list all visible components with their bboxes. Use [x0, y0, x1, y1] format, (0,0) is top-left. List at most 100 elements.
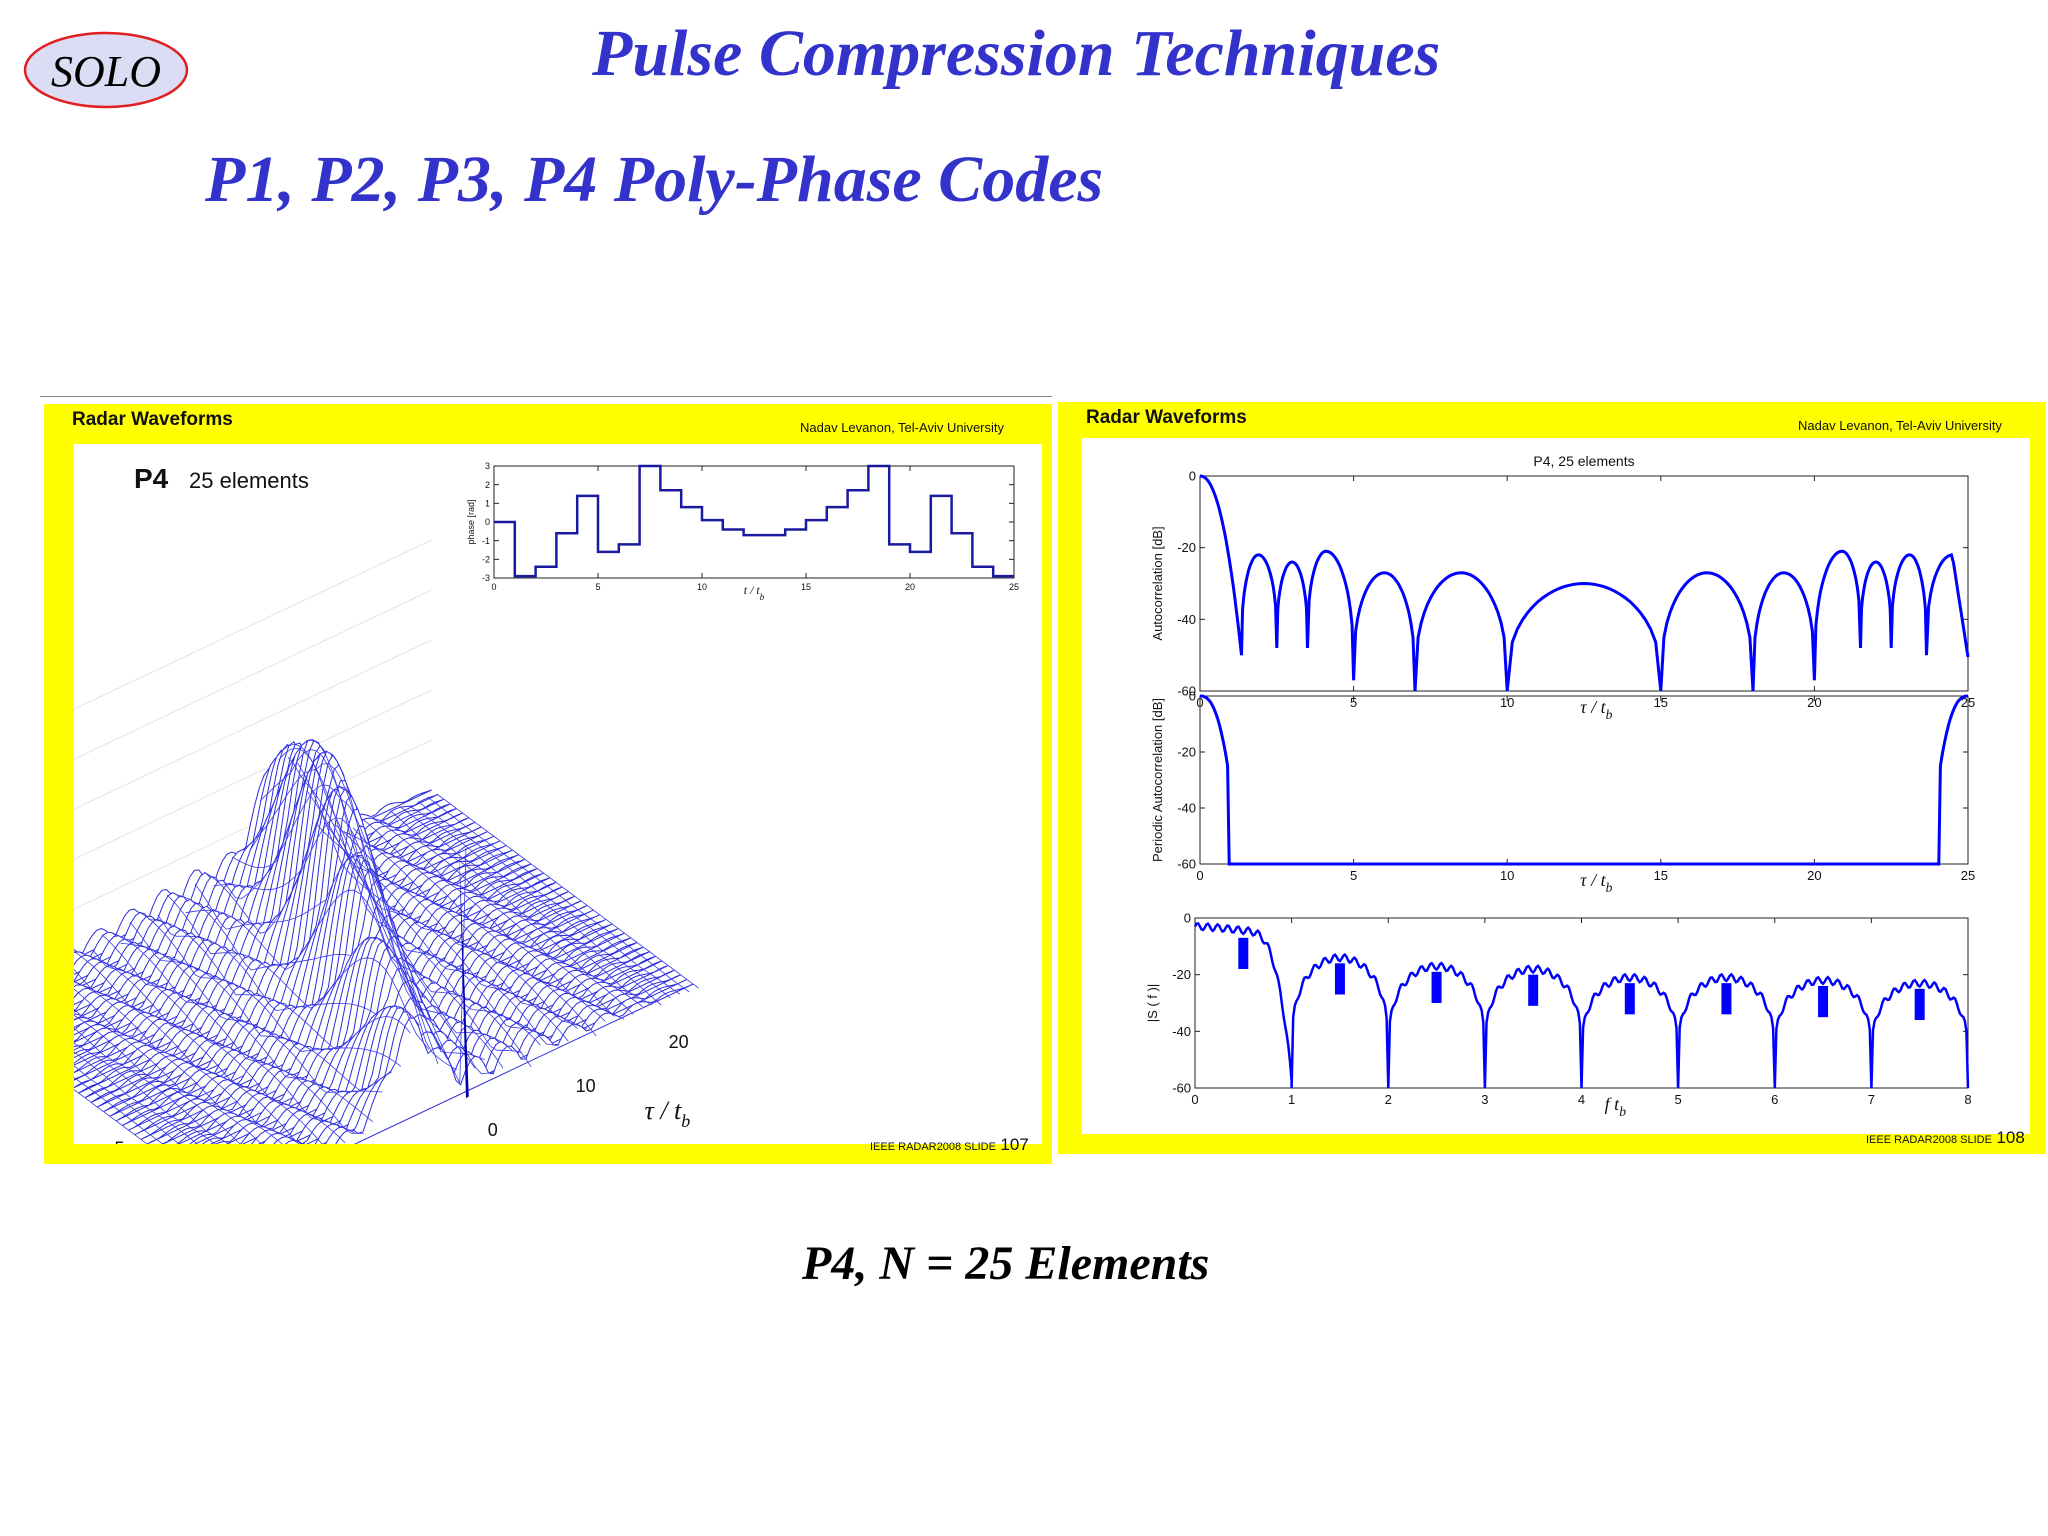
- surface-mesh-line: [22, 740, 488, 1053]
- solo-logo: SOLO: [22, 30, 190, 110]
- autocorr-title: P4, 25 elements: [1533, 453, 1634, 469]
- surface-mesh-line: [362, 818, 625, 1020]
- spectrum-notch: [1721, 983, 1732, 1015]
- spectrum-ytick-label: 0: [1184, 911, 1191, 926]
- surface-mesh-line: [138, 911, 402, 1067]
- surface-mesh-line: [166, 894, 430, 1050]
- autocorr-xtick-label: 10: [1500, 695, 1514, 710]
- surface-mesh-line: [55, 973, 318, 1158]
- nu-axis-label: ν·M·tb: [74, 1141, 90, 1144]
- spectrum-xtick-label: 0: [1191, 1092, 1198, 1107]
- surface-mesh-line: [157, 914, 420, 1026]
- phase-series-line: [494, 464, 1014, 578]
- phase-ytick-label: 0: [485, 517, 490, 527]
- surface-mesh-line: [417, 801, 681, 995]
- surface-mesh-line: [101, 934, 364, 1134]
- periodic-xtick-label: 10: [1500, 868, 1514, 883]
- phase-xtick-label: 10: [697, 582, 707, 592]
- periodic-xtick-label: 0: [1196, 868, 1203, 883]
- spectrum-notch: [1431, 971, 1442, 1003]
- spectrum-series-line: [1193, 922, 1970, 1089]
- surface-mesh-line: [380, 819, 643, 1008]
- surface-mesh-line: [64, 959, 327, 1154]
- logo-ellipse-icon: [23, 31, 189, 109]
- nu-tick-label: 5: [115, 1139, 125, 1144]
- phase-ytick-label: 3: [485, 461, 490, 471]
- periodic-xtick-label: 15: [1654, 868, 1668, 883]
- right-panel: Radar Waveforms Nadav Levanon, Tel-Aviv …: [1058, 402, 2046, 1154]
- autocorr-xtick-label: 5: [1350, 695, 1357, 710]
- spectrum-ytick-label: -60: [1172, 1081, 1191, 1096]
- surface-mesh-line: [287, 756, 550, 1039]
- phase-ytick-label: -3: [482, 573, 490, 583]
- surface-mesh-line: [390, 810, 653, 1006]
- surface-mesh-line: [259, 749, 522, 1053]
- surface-mesh-line: [232, 750, 494, 1075]
- spectrum-notch: [1528, 974, 1539, 1006]
- surface-mesh-line: [73, 951, 337, 1160]
- right-footer-number: 108: [1996, 1128, 2025, 1147]
- spectrum-xtick-label: 2: [1385, 1092, 1392, 1107]
- spectrum-xtick-label: 8: [1964, 1092, 1971, 1107]
- spectrum-xtick-label: 4: [1578, 1092, 1585, 1107]
- surface-mesh-line: [176, 894, 439, 1065]
- right-footer-label: IEEE RADAR2008 SLIDE: [1866, 1134, 1992, 1146]
- surface-mesh-line: [3, 746, 470, 1039]
- main-peak-spike: [458, 842, 469, 1098]
- spectrum-notch: [1818, 986, 1829, 1018]
- slide-title: Pulse Compression Techniques: [592, 17, 1441, 90]
- spectrum-xlabel: f tb: [1605, 1094, 1627, 1119]
- right-panel-canvas: 0 5 10 15 20 25 0 -20 -40 -60 Autocorrelation [dB]…: [1082, 438, 2030, 1134]
- periodic-ytick-label: 0: [1189, 689, 1196, 704]
- autocorr-axes-frame: [1199, 475, 1969, 692]
- ambiguity-surface: [0, 739, 699, 1209]
- surface-mesh-line: [408, 805, 671, 999]
- phase-axes-frame: [493, 465, 1015, 579]
- autocorr-ytick-label: 0: [1189, 469, 1196, 484]
- surface-mesh-line: [296, 762, 560, 1047]
- spectrum-xtick-label: 3: [1481, 1092, 1488, 1107]
- autocorr-xtick-label: 15: [1654, 695, 1668, 710]
- surface-mesh-line: [16, 747, 482, 1048]
- periodic-ytick-label: -60: [1177, 857, 1196, 872]
- surface-mesh-line: [334, 823, 597, 1037]
- left-panel-header: Radar Waveforms: [72, 409, 233, 430]
- autocorr-ytick-label: -20: [1177, 540, 1196, 555]
- backwall-grid: [0, 539, 432, 745]
- left-panel-footer: IEEE RADAR2008 SLIDE 107: [870, 1135, 1029, 1155]
- surface-mesh-line: [436, 793, 699, 989]
- surface-mesh-line: [399, 806, 662, 1006]
- code-desc: 25 elements: [189, 468, 309, 493]
- periodic-xlabel: τ / tb: [1580, 870, 1612, 895]
- spectrum-xtick-label: 7: [1868, 1092, 1875, 1107]
- phase-xtick-label: 20: [905, 582, 915, 592]
- periodic-xtick-label: 5: [1350, 868, 1357, 883]
- surface-mesh-line: [83, 953, 346, 1144]
- phase-ylabel: phase [rad]: [466, 499, 476, 544]
- periodic-ytick-label: -20: [1177, 745, 1196, 760]
- surface-mesh-line: [9, 753, 476, 1043]
- surface-mesh-line: [427, 796, 690, 993]
- phase-xtick-label: 25: [1009, 582, 1019, 592]
- spectrum-ylabel: |S ( f )|: [1145, 984, 1160, 1023]
- spectrum-ytick-label: -20: [1172, 967, 1191, 982]
- left-panel: Radar Waveforms Nadav Levanon, Tel-Aviv …: [0, 404, 1052, 1228]
- right-panel-author: Nadav Levanon, Tel-Aviv University: [1798, 418, 2003, 433]
- surface-mesh-line: [315, 822, 578, 1029]
- periodic-axes-frame: [1199, 695, 1969, 865]
- phase-xtick-label: 15: [801, 582, 811, 592]
- slide-caption: P4, N = 25 Elements: [802, 1237, 1210, 1290]
- left-panel-canvas: P4 25 elements 0 5 10 15 20 25 3 2 1 0 -1 -2 -3 phase […: [0, 444, 1042, 1228]
- phase-xtick-label: 0: [491, 582, 496, 592]
- surface-mesh-line: [241, 763, 504, 1069]
- surface-mesh-line: [36, 974, 299, 1174]
- phase-ytick-label: -2: [482, 554, 490, 564]
- phase-ytick-label: -1: [482, 536, 490, 546]
- spectrum-notch: [1238, 937, 1249, 969]
- left-footer-number: 107: [1000, 1135, 1029, 1154]
- phase-ytick-label: 1: [485, 498, 490, 508]
- surface-mesh-line: [185, 889, 448, 1060]
- surface-mesh-line: [46, 970, 309, 1169]
- autocorr-ytick-label: -60: [1177, 684, 1196, 699]
